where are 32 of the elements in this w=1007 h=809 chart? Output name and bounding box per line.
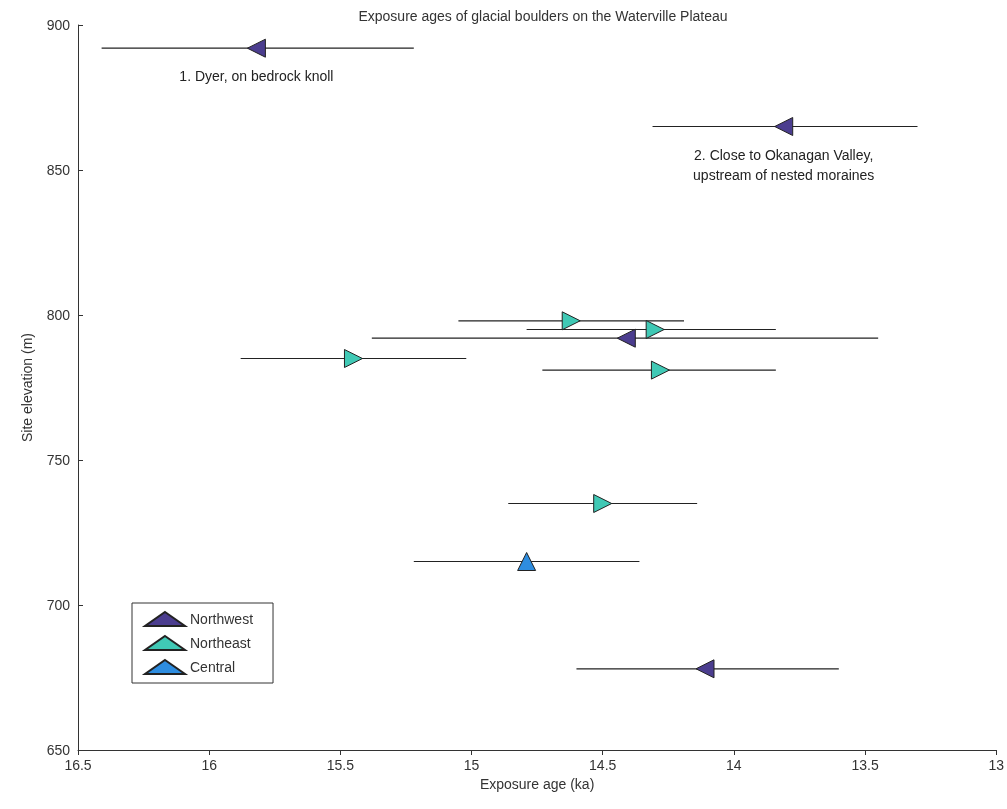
y-axis-title: Site elevation (m)	[19, 333, 35, 442]
chart-title: Exposure ages of glacial boulders on the Waterville Plateau	[358, 8, 728, 24]
x-tick-label: 13.5	[851, 757, 879, 773]
y-tick-label: 900	[46, 17, 71, 33]
point	[593, 494, 613, 513]
y-tick-label: 700	[46, 597, 71, 613]
annotation: 1. Dyer, on bedrock knoll	[179, 68, 334, 85]
y-tick-label: 800	[46, 307, 71, 323]
legend-label: Northwest	[190, 611, 254, 627]
annotation: 2. Close to Okanagan Valley, upstream of nested moraines	[693, 146, 875, 183]
x-tick-label: 15.5	[326, 757, 355, 773]
point	[561, 311, 581, 331]
point	[645, 320, 665, 339]
x-tick-label: 14	[726, 757, 742, 773]
x-axis-title: Exposure age (ka)	[479, 775, 595, 792]
x-tick-label: 16.5	[64, 757, 92, 773]
point	[616, 328, 636, 348]
point	[343, 349, 363, 368]
y-tick-label: 750	[46, 452, 71, 468]
y-tick-label: 850	[46, 162, 71, 178]
legend-label: Central	[190, 659, 236, 675]
point	[650, 360, 670, 380]
x-tick-label: 15	[463, 757, 480, 773]
x-tick-label: 13	[988, 757, 1005, 773]
point	[695, 659, 715, 679]
point	[774, 117, 794, 136]
point	[246, 38, 266, 58]
point	[517, 552, 537, 571]
y-tick-label: 650	[46, 742, 71, 758]
x-tick-label: 14.5	[589, 757, 617, 773]
legend-label: Northeast	[190, 635, 251, 651]
x-tick-label: 16	[201, 757, 218, 773]
